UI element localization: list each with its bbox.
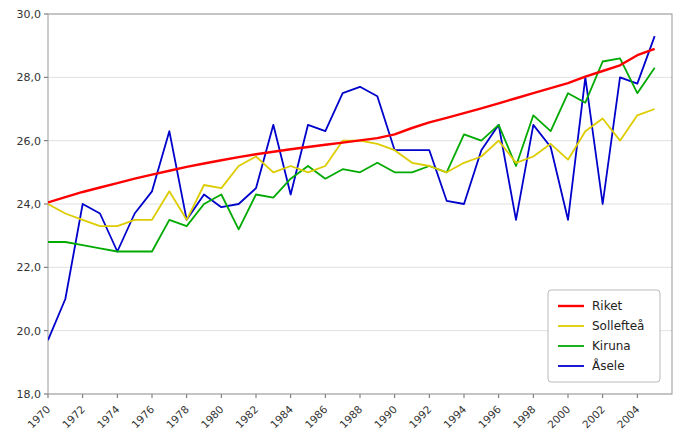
legend-swatch xyxy=(558,345,584,347)
tick xyxy=(44,140,48,141)
tick-label: 1976 xyxy=(129,403,157,431)
tick-label: 1978 xyxy=(164,403,191,430)
tick-label: 2002 xyxy=(580,403,607,430)
tick-label: 1974 xyxy=(94,403,122,431)
y-axis: 18,0 20,0 22,0 24,0 26,0 28,0 30,0 xyxy=(17,8,673,401)
x-axis: 1970 1972 19741976 1978 1980 1982 19841986 1988… xyxy=(25,394,642,430)
tick xyxy=(152,394,153,398)
tick xyxy=(117,394,118,398)
legend-label: Sollefteå xyxy=(592,319,644,333)
tick-label: 2000 xyxy=(545,403,572,430)
legend-swatch xyxy=(558,305,584,307)
legend-swatch xyxy=(558,365,584,367)
tick xyxy=(186,394,187,398)
legend-label: Kiruna xyxy=(592,339,631,353)
tick-label: 1986 xyxy=(302,403,330,431)
tick xyxy=(44,77,48,78)
tick-label: 1988 xyxy=(337,403,364,430)
tick-label: 22,0 xyxy=(17,261,42,274)
tick xyxy=(44,204,48,205)
tick-label: 18,0 xyxy=(17,388,42,401)
legend: Riket Sollefteå Kiruna Åsele xyxy=(548,290,660,382)
tick xyxy=(602,394,603,398)
legend-label: Åsele xyxy=(592,358,625,373)
legend-box xyxy=(548,290,660,382)
plot-frame xyxy=(48,14,672,394)
tick xyxy=(48,394,49,398)
tick xyxy=(44,394,48,395)
tick-label: 1980 xyxy=(198,403,225,430)
chart: 18,0 20,0 22,0 24,0 26,0 28,0 30,0 1970 1972 1974… xyxy=(0,0,688,446)
tick-label: 28,0 xyxy=(17,71,42,84)
tick-label: 1972 xyxy=(60,403,87,430)
tick-label: 30,0 xyxy=(17,8,42,21)
grid-line xyxy=(48,267,672,268)
tick-label: 24,0 xyxy=(17,198,42,211)
tick-label: 1990 xyxy=(372,403,399,430)
tick-label: 26,0 xyxy=(17,135,42,148)
grid-line xyxy=(48,77,672,78)
tick xyxy=(325,394,326,398)
tick xyxy=(221,394,222,398)
tick xyxy=(360,394,361,398)
legend-swatch xyxy=(558,325,584,327)
tick xyxy=(464,394,465,398)
tick-label: 1998 xyxy=(510,403,537,430)
tick xyxy=(394,394,395,398)
tick xyxy=(533,394,534,398)
tick-label: 1992 xyxy=(406,403,433,430)
tick-label: 1982 xyxy=(233,403,260,430)
series-line xyxy=(48,109,655,226)
tick-label: 1970 xyxy=(25,403,52,430)
plot-background xyxy=(48,14,672,394)
tick xyxy=(44,267,48,268)
tick-label: 1996 xyxy=(476,403,504,431)
tick-label: 1984 xyxy=(268,403,296,431)
tick xyxy=(256,394,257,398)
tick xyxy=(44,330,48,331)
series-line xyxy=(48,58,655,251)
tick-label: 2004 xyxy=(614,403,642,431)
tick xyxy=(637,394,638,398)
tick xyxy=(82,394,83,398)
series-line xyxy=(48,49,655,203)
tick xyxy=(290,394,291,398)
tick xyxy=(568,394,569,398)
tick xyxy=(429,394,430,398)
tick xyxy=(44,14,48,15)
tick-label: 20,0 xyxy=(17,325,42,338)
tick xyxy=(498,394,499,398)
tick-label: 1994 xyxy=(441,403,469,431)
legend-label: Riket xyxy=(592,299,623,313)
